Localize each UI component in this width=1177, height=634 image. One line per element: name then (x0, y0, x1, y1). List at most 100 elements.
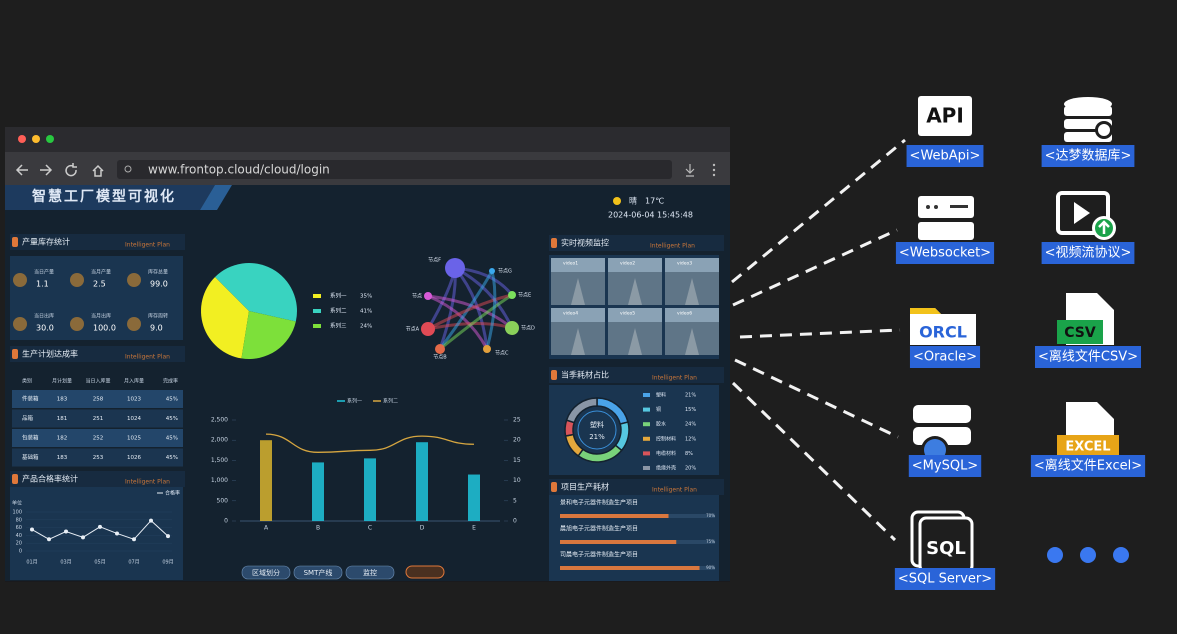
source-label-box (894, 568, 996, 590)
connectors (731, 138, 906, 542)
nav-button-active[interactable] (405, 565, 445, 579)
inventory-value: 100.0 (93, 324, 116, 333)
inventory-label: 当月产量 (91, 269, 111, 276)
legend-value: 24% (360, 324, 372, 330)
source-label: <视频流协议> (1045, 246, 1132, 261)
bar (416, 442, 428, 521)
x-tick-label: E (472, 525, 476, 532)
panel-title: 产品合格率统计 (22, 474, 78, 484)
table-cell: 45% (166, 416, 178, 422)
title-banner (5, 185, 215, 210)
address-bar[interactable] (117, 160, 672, 179)
graph-node-label: 节点G (498, 269, 512, 275)
inventory-value: 99.0 (150, 280, 168, 289)
quality-point (47, 537, 51, 542)
inventory-panel (10, 256, 183, 340)
inventory-label: 当月出库 (91, 313, 111, 320)
panel-title: 产量库存统计 (22, 237, 70, 247)
inventory-value: 9.0 (150, 324, 163, 333)
graph-node (489, 268, 495, 274)
legend-label: 塑料 (656, 392, 666, 399)
table-cell: 183 (57, 455, 68, 461)
panel-subtitle: Intelligent Plan (650, 243, 695, 250)
table-row (12, 429, 183, 447)
nav-button-label[interactable]: 监控 (363, 568, 377, 577)
source-label: <离线文件CSV> (1038, 349, 1138, 365)
table-cell: 181 (57, 416, 68, 422)
graph-node-label: 节点D (521, 326, 535, 332)
close-dot[interactable] (18, 135, 26, 143)
y2-tick-label: 25 (513, 417, 521, 424)
source-label: <MySQL> (912, 459, 978, 474)
legend-swatch (313, 324, 321, 328)
project-name: 晨旭电子元器件制造生产项目 (560, 525, 638, 533)
table-cell: 基础箱 (22, 453, 39, 461)
home-button[interactable] (92, 164, 104, 177)
legend-value: 12% (685, 436, 696, 442)
video-road (685, 328, 699, 355)
quality-panel (10, 487, 183, 580)
reload-button[interactable] (65, 163, 77, 177)
video-stream-icon (1056, 191, 1116, 240)
source-label-box (908, 455, 982, 477)
source-label: <WebApi> (910, 149, 981, 164)
maximize-dot[interactable] (46, 135, 54, 143)
nav-button[interactable] (293, 565, 343, 580)
legend-label: 系列二 (383, 398, 398, 405)
forward-button[interactable] (40, 164, 53, 176)
video-label: video5 (620, 311, 635, 317)
graph-node (505, 321, 519, 335)
quality-point (98, 524, 102, 529)
icon-text: SQL (926, 538, 966, 559)
legend-swatch (643, 436, 650, 441)
nav-button[interactable] (345, 565, 395, 580)
graph-edge (485, 270, 497, 350)
download-button[interactable] (685, 164, 695, 177)
legend-swatch (643, 466, 650, 470)
y-tick-label: 2,000 (211, 437, 228, 444)
inventory-icon (13, 317, 27, 331)
nav-button-label[interactable]: 区域划分 (252, 568, 280, 577)
y-tick-label: 2,500 (211, 417, 228, 424)
nav-button-label[interactable]: SMT产线 (304, 568, 333, 577)
video-road (628, 328, 642, 355)
minimize-dot[interactable] (32, 135, 40, 143)
panel-subtitle: Intelligent Plan (125, 354, 170, 361)
menu-button[interactable] (712, 163, 716, 177)
y-tick-label: 40 (16, 533, 22, 539)
panel-header-icon (551, 370, 557, 380)
video-road (628, 278, 642, 305)
legend-label: 电缆材料 (656, 450, 676, 457)
graph-node (421, 322, 435, 336)
panel-header-bar (549, 479, 724, 495)
nav-button[interactable] (241, 565, 291, 580)
graph-node-label: 节点C (495, 351, 509, 357)
graph-node-label: 节点B (433, 355, 447, 361)
title-bar (5, 127, 730, 152)
pie-slice (215, 262, 297, 322)
source-label-box (1041, 242, 1135, 264)
legend-value: 20% (685, 466, 696, 472)
x-tick-label: C (368, 525, 372, 532)
video-road (685, 278, 699, 305)
panel-subtitle: Intelligent Plan (652, 375, 697, 382)
legend-label: 系列一 (330, 292, 347, 300)
back-button[interactable] (15, 164, 28, 176)
table-cell: 45% (166, 455, 178, 461)
excel-badge (1057, 435, 1119, 457)
pie-slice (201, 277, 249, 359)
source-label-box (895, 242, 995, 264)
datetime: 2024-06-04 15:45:48 (608, 211, 693, 220)
table-header: 月计划量 (52, 378, 72, 385)
y2-tick-label: 10 (513, 477, 521, 484)
bar (260, 440, 272, 521)
legend-label: 控制材料 (656, 435, 676, 442)
table-cell: 1023 (127, 397, 141, 403)
x-tick-label: 09月 (162, 560, 173, 566)
video-sky (665, 308, 719, 322)
table-row (12, 448, 183, 467)
icon-text: API (926, 104, 964, 128)
source-label-box (906, 145, 984, 167)
table-cell: 1025 (127, 436, 141, 442)
search-icon (124, 165, 132, 173)
